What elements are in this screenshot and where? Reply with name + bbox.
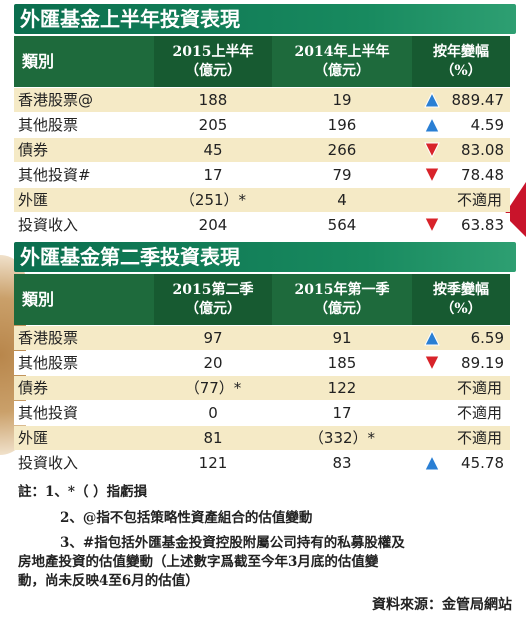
table2-header: 類別 2015第二季 （億元） 2015年第一季 （億元） 按季變幅 （%）	[14, 274, 510, 325]
row-value-current: 20	[203, 354, 223, 372]
row-category: 投資收入	[18, 454, 79, 472]
table1-header-2014h1: 2014年上半年 （億元）	[294, 43, 390, 79]
row-change: 不適用	[412, 188, 510, 212]
row-change-not-applicable: 不適用	[456, 191, 502, 209]
row-value-current: 121	[198, 454, 228, 472]
row-change-value: 889.47	[451, 91, 505, 109]
down-triangle-icon	[424, 217, 440, 233]
source-credit: 資料來源：金管局網站	[372, 597, 512, 613]
row-change-value: 4.59	[470, 116, 504, 134]
row-change-value: 83.08	[461, 141, 504, 159]
table-row: 外匯 （251）* 4 不適用	[14, 188, 510, 212]
row-change: 63.83	[412, 213, 510, 237]
row-value-current: 97	[203, 329, 223, 347]
table1-header-2015h1: 2015上半年 （億元）	[154, 36, 272, 87]
table2-header-category: 類別	[22, 290, 55, 309]
row-value-previous: 185	[327, 354, 357, 372]
row-change: 4.59	[412, 113, 510, 137]
row-value-current: 205	[198, 116, 228, 134]
row-value-previous: （332）*	[308, 429, 376, 447]
note-3-line3: 動，尚未反映4至6月的估值）	[18, 573, 199, 589]
table-row: 其他投資# 17 79 78.48	[14, 163, 510, 187]
down-triangle-icon	[424, 355, 440, 371]
note-3-line2: 房地產投資的估值變動（上述數字爲截至今年3月底的估值變	[18, 554, 379, 570]
row-value-current: 204	[198, 216, 228, 234]
row-value-previous: 83	[332, 454, 352, 472]
table1-header-yoy-change: 按年變幅 （%）	[412, 36, 510, 87]
row-value-previous: 19	[332, 91, 352, 109]
table2-header-2015q2: 2015第二季 （億元）	[154, 274, 272, 325]
row-change: 不適用	[412, 401, 510, 425]
table-row: 債券 （77）* 122 不適用	[14, 376, 510, 400]
row-change-value: 63.83	[461, 216, 504, 234]
table-row: 投資收入 121 83 45.78	[14, 451, 510, 475]
row-value-previous: 79	[332, 166, 352, 184]
row-value-previous: 122	[327, 379, 357, 397]
table1-header: 類別 2015上半年 （億元） 2014年上半年 （億元） 按年變幅 （%）	[14, 36, 510, 87]
row-category: 外匯	[18, 429, 49, 447]
row-category: 外匯	[18, 191, 49, 209]
row-value-current: 81	[203, 429, 223, 447]
row-value-previous: 91	[332, 329, 352, 347]
table-row: 其他投資 0 17 不適用	[14, 401, 510, 425]
row-value-previous: 564	[327, 216, 357, 234]
row-category: 其他投資	[18, 404, 79, 422]
row-category: 香港股票	[18, 329, 79, 347]
table-row: 債券 45 266 83.08	[14, 138, 510, 162]
row-change: 45.78	[412, 451, 510, 475]
table-row: 香港股票@ 188 19 889.47	[14, 88, 510, 112]
row-change: 6.59	[412, 326, 510, 350]
row-change-not-applicable: 不適用	[456, 379, 502, 397]
up-triangle-icon	[424, 92, 440, 108]
note-2: 2、@指不包括策略性資產組合的估值變動	[60, 510, 313, 526]
row-category: 債券	[18, 141, 49, 159]
row-value-previous: 196	[327, 116, 357, 134]
row-change-not-applicable: 不適用	[456, 404, 502, 422]
row-value-current: 0	[208, 404, 218, 422]
row-change-not-applicable: 不適用	[456, 429, 502, 447]
row-change-value: 6.59	[470, 329, 504, 347]
row-value-current: 45	[203, 141, 223, 159]
row-change: 不適用	[412, 426, 510, 450]
row-change: 83.08	[412, 138, 510, 162]
row-category: 其他股票	[18, 116, 79, 134]
table2-title: 外匯基金第二季投資表現	[14, 242, 516, 272]
row-change-value: 78.48	[461, 166, 504, 184]
up-triangle-icon	[424, 330, 440, 346]
table1-title: 外匯基金上半年投資表現	[14, 4, 516, 34]
down-triangle-icon	[424, 167, 440, 183]
row-change-value: 45.78	[461, 454, 504, 472]
row-value-current: 17	[203, 166, 223, 184]
table2-header-qoq-change: 按季變幅 （%）	[412, 274, 510, 325]
row-change-value: 89.19	[461, 354, 504, 372]
row-change: 78.48	[412, 163, 510, 187]
row-category: 投資收入	[18, 216, 79, 234]
table-row: 外匯 81 （332）* 不適用	[14, 426, 510, 450]
row-category: 其他投資#	[18, 166, 91, 184]
row-category: 債券	[18, 379, 49, 397]
table-row: 其他股票 205 196 4.59	[14, 113, 510, 137]
table-row: 香港股票 97 91 6.59	[14, 326, 510, 350]
row-change: 89.19	[412, 351, 510, 375]
note-3-line1: 3、#指包括外匯基金投資控股附屬公司持有的私募股權及	[60, 535, 405, 551]
row-value-previous: 4	[337, 191, 347, 209]
up-triangle-icon	[424, 117, 440, 133]
row-value-current: （77）*	[184, 379, 242, 397]
row-category: 其他股票	[18, 354, 79, 372]
row-value-current: （251）*	[179, 191, 247, 209]
row-value-previous: 266	[327, 141, 357, 159]
table2-header-2015q1: 2015年第一季 （億元）	[294, 281, 390, 317]
row-category: 香港股票@	[18, 91, 94, 109]
table-row: 其他股票 20 185 89.19	[14, 351, 510, 375]
note-1: 註：1、*（ ）指虧損	[18, 484, 148, 500]
table1-header-category: 類別	[22, 52, 55, 71]
row-value-current: 188	[198, 91, 228, 109]
row-change: 不適用	[412, 376, 510, 400]
table-row: 投資收入 204 564 63.83	[14, 213, 510, 237]
row-change: 889.47	[412, 88, 510, 112]
down-triangle-icon	[424, 142, 440, 158]
up-triangle-icon	[424, 455, 440, 471]
row-value-previous: 17	[332, 404, 352, 422]
